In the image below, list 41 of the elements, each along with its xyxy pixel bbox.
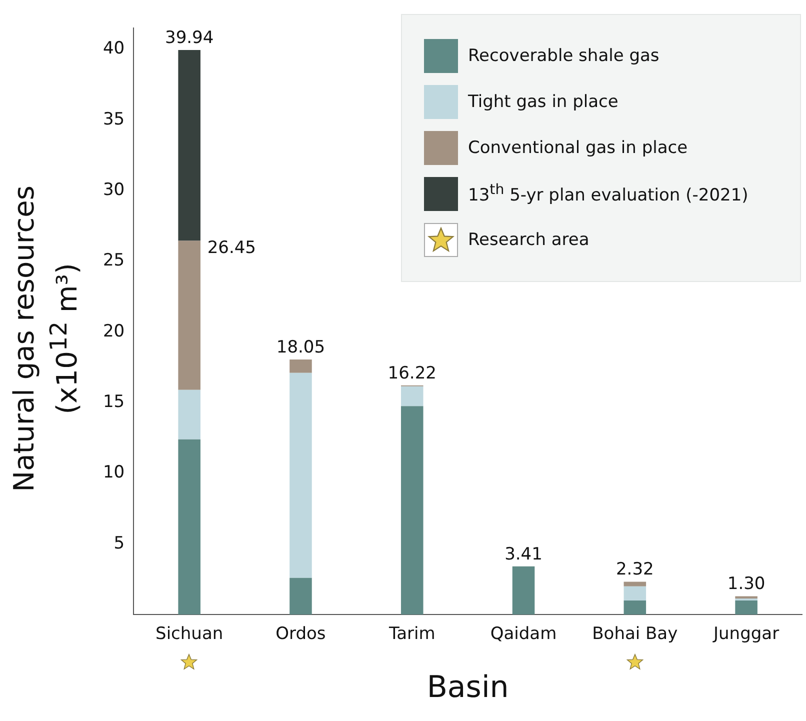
bar — [290, 578, 312, 615]
total-label: 39.94 — [164, 28, 214, 48]
x-tick-label: Qaidam — [490, 624, 557, 644]
x-tick-label: Junggar — [712, 624, 780, 644]
bar — [400, 406, 424, 615]
bar — [178, 50, 200, 241]
bar — [290, 359, 312, 373]
total-label: 16.22 — [388, 363, 436, 384]
legend-label: Recoverable shale gas — [468, 46, 660, 66]
bar — [512, 566, 535, 615]
bar — [178, 439, 200, 615]
y-tick-label: 10 — [102, 462, 125, 483]
y-tick-label: 5 — [114, 533, 125, 554]
y-tick-label: 15 — [102, 392, 125, 412]
bar — [400, 386, 424, 406]
bar — [624, 582, 646, 586]
legend-label: 13$^{th}$ 5-yr plan evaluation (-2021) — [468, 182, 748, 206]
x-tick-label: Tarim — [388, 624, 436, 644]
y-tick-label: 25 — [102, 250, 125, 271]
x-tick-label: Bohai Bay — [592, 624, 678, 644]
bar — [178, 390, 200, 440]
y-tick-label: 35 — [102, 109, 125, 130]
bar — [290, 372, 312, 578]
annotation: 26.45 — [207, 238, 256, 258]
bar — [624, 586, 646, 600]
annotation: Research area — [468, 230, 590, 250]
y-tick-label: 30 — [102, 180, 125, 200]
total-label: 18.05 — [276, 337, 326, 358]
x-tick-label: Sichuan — [156, 624, 224, 644]
y-tick-label: 40 — [102, 38, 125, 59]
bar — [178, 240, 200, 390]
bar — [624, 600, 646, 615]
y-tick-label: 20 — [102, 321, 125, 342]
bar — [735, 600, 758, 615]
legend-label: Conventional gas in place — [468, 138, 688, 158]
total-label: 2.32 — [616, 560, 654, 580]
x-axis-title: Basin — [426, 670, 509, 705]
legend-label: Tight gas in place — [468, 92, 618, 112]
total-label: 1.30 — [727, 574, 766, 594]
total-label: 3.41 — [504, 544, 542, 564]
x-tick-label: Ordos — [276, 624, 326, 644]
